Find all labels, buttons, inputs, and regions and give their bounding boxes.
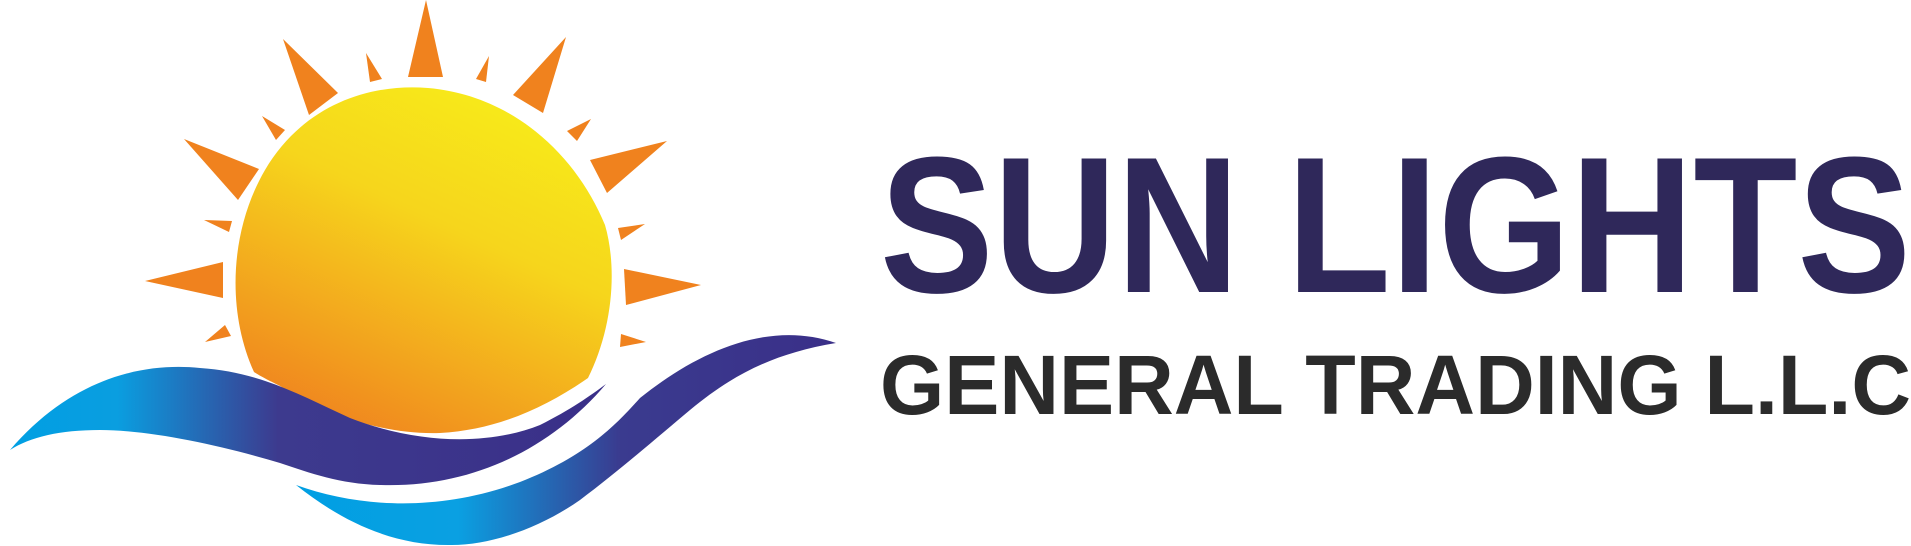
company-tagline: GENERAL TRADING L.L.C xyxy=(880,338,1911,432)
company-name: SUN LIGHTS xyxy=(880,117,1911,334)
wave-icon xyxy=(296,335,836,546)
wave-icon xyxy=(10,366,606,486)
sun-icon xyxy=(235,87,612,434)
sun-rays xyxy=(145,0,701,347)
